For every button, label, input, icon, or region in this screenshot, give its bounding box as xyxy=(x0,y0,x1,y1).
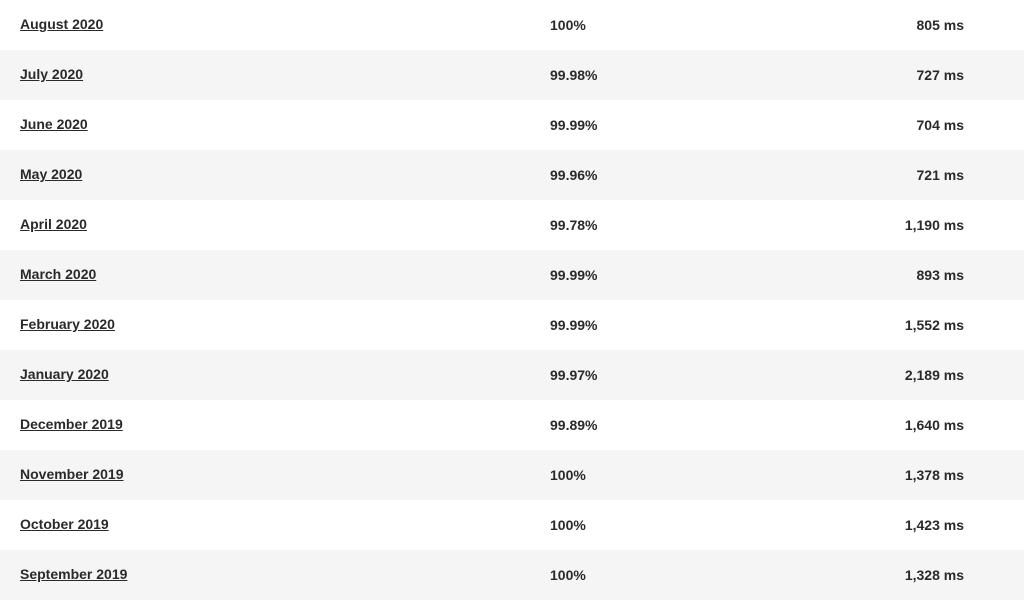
month-link[interactable]: April 2020 xyxy=(20,216,87,232)
month-cell: June 2020 xyxy=(20,116,550,134)
duration-cell: 893 ms xyxy=(750,267,1004,283)
month-link[interactable]: June 2020 xyxy=(20,116,88,132)
percent-cell: 99.97% xyxy=(550,367,750,383)
month-cell: August 2020 xyxy=(20,16,550,34)
table-row: May 2020 99.96% 721 ms xyxy=(0,150,1024,200)
duration-cell: 721 ms xyxy=(750,167,1004,183)
percent-cell: 99.98% xyxy=(550,67,750,83)
percent-cell: 99.96% xyxy=(550,167,750,183)
duration-cell: 1,378 ms xyxy=(750,467,1004,483)
percent-cell: 99.99% xyxy=(550,317,750,333)
month-cell: April 2020 xyxy=(20,216,550,234)
table-row: September 2019 100% 1,328 ms xyxy=(0,550,1024,600)
month-link[interactable]: September 2019 xyxy=(20,566,127,582)
month-link[interactable]: November 2019 xyxy=(20,466,124,482)
duration-cell: 1,640 ms xyxy=(750,417,1004,433)
duration-cell: 1,190 ms xyxy=(750,217,1004,233)
duration-cell: 704 ms xyxy=(750,117,1004,133)
table-row: December 2019 99.89% 1,640 ms xyxy=(0,400,1024,450)
percent-cell: 100% xyxy=(550,517,750,533)
month-link[interactable]: December 2019 xyxy=(20,416,123,432)
duration-cell: 805 ms xyxy=(750,17,1004,33)
table-row: January 2020 99.97% 2,189 ms xyxy=(0,350,1024,400)
month-cell: July 2020 xyxy=(20,66,550,84)
percent-cell: 100% xyxy=(550,17,750,33)
percent-cell: 99.99% xyxy=(550,117,750,133)
uptime-table: August 2020 100% 805 ms July 2020 99.98%… xyxy=(0,0,1024,600)
table-row: March 2020 99.99% 893 ms xyxy=(0,250,1024,300)
percent-cell: 99.78% xyxy=(550,217,750,233)
month-link[interactable]: January 2020 xyxy=(20,366,109,382)
percent-cell: 99.89% xyxy=(550,417,750,433)
table-row: April 2020 99.78% 1,190 ms xyxy=(0,200,1024,250)
duration-cell: 1,423 ms xyxy=(750,517,1004,533)
duration-cell: 1,328 ms xyxy=(750,567,1004,583)
duration-cell: 1,552 ms xyxy=(750,317,1004,333)
table-row: October 2019 100% 1,423 ms xyxy=(0,500,1024,550)
month-cell: January 2020 xyxy=(20,366,550,384)
duration-cell: 2,189 ms xyxy=(750,367,1004,383)
duration-cell: 727 ms xyxy=(750,67,1004,83)
table-row: August 2020 100% 805 ms xyxy=(0,0,1024,50)
table-row: July 2020 99.98% 727 ms xyxy=(0,50,1024,100)
month-link[interactable]: August 2020 xyxy=(20,16,103,32)
month-cell: December 2019 xyxy=(20,416,550,434)
percent-cell: 100% xyxy=(550,467,750,483)
month-cell: February 2020 xyxy=(20,316,550,334)
month-link[interactable]: July 2020 xyxy=(20,66,83,82)
month-cell: March 2020 xyxy=(20,266,550,284)
month-cell: November 2019 xyxy=(20,466,550,484)
month-cell: September 2019 xyxy=(20,566,550,584)
month-link[interactable]: March 2020 xyxy=(20,266,96,282)
percent-cell: 99.99% xyxy=(550,267,750,283)
month-link[interactable]: October 2019 xyxy=(20,516,109,532)
table-row: February 2020 99.99% 1,552 ms xyxy=(0,300,1024,350)
table-row: June 2020 99.99% 704 ms xyxy=(0,100,1024,150)
table-row: November 2019 100% 1,378 ms xyxy=(0,450,1024,500)
month-cell: October 2019 xyxy=(20,516,550,534)
month-cell: May 2020 xyxy=(20,166,550,184)
percent-cell: 100% xyxy=(550,567,750,583)
month-link[interactable]: February 2020 xyxy=(20,316,115,332)
month-link[interactable]: May 2020 xyxy=(20,166,82,182)
